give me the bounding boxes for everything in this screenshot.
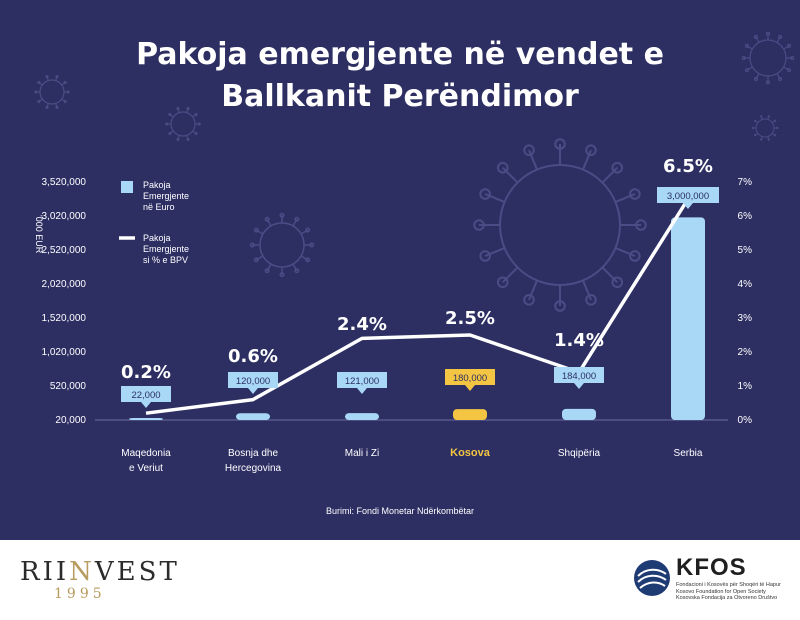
riinvest-logo-text-a: RII	[20, 557, 70, 587]
percent-label: 0.6%	[228, 346, 278, 367]
y-tick-left: 3,020,000	[42, 211, 87, 222]
legend-label-line: Pakoja	[143, 233, 171, 243]
kfos-logo-text: KFOS	[676, 554, 747, 581]
chart-title: Pakoja emergjente në vendet e Ballkanit …	[0, 34, 800, 118]
legend-label-bar: Pakoja	[143, 180, 171, 190]
y-tick-right: 2%	[738, 347, 753, 358]
y-tick-right: 6%	[738, 211, 753, 222]
callout-pointer	[683, 203, 693, 209]
y-tick-left: 2,020,000	[42, 279, 87, 290]
value-callout	[445, 369, 495, 385]
x-tick-label: Mali i Zi	[345, 448, 379, 459]
x-tick-label: Maqedonia	[121, 448, 171, 459]
bar	[562, 408, 596, 420]
value-callout	[228, 372, 278, 388]
bar	[236, 413, 270, 420]
riinvest-logo-text-b: N	[69, 557, 95, 587]
percent-label: 2.5%	[445, 308, 495, 329]
bar	[671, 217, 705, 420]
title-line-1: Pakoja emergjente në vendet e	[136, 37, 664, 72]
value-callout	[657, 187, 719, 203]
x-tick-label: e Veriut	[129, 463, 163, 474]
virus-icon	[741, 31, 795, 85]
legend-swatch-bar	[121, 181, 133, 193]
chart-svg: '000 EUR 20,000 520,000 1,020,000 1,520,000 2…	[34, 156, 753, 516]
bar-value-label: 180,000	[453, 373, 487, 384]
virus-decoration	[34, 31, 795, 312]
x-tick-label: Shqipëria	[558, 448, 601, 459]
percent-label: 6.5%	[663, 156, 713, 177]
virus-icon	[165, 107, 201, 141]
bar-value-label: 22,000	[131, 390, 160, 401]
y-tick-left: 20,000	[55, 415, 86, 426]
y-tick-right: 0%	[738, 415, 753, 426]
legend-label-line: Emergjente	[143, 244, 189, 254]
chart-panel: Pakoja emergjente në vendet e Ballkanit …	[0, 0, 800, 540]
virus-icon	[473, 138, 647, 312]
callout-pointer	[248, 388, 258, 394]
y-tick-right: 7%	[738, 177, 753, 188]
bar	[345, 413, 379, 420]
value-callout	[337, 372, 387, 388]
series-line	[145, 198, 690, 415]
callout-pointer	[574, 383, 584, 389]
y-tick-right: 5%	[738, 245, 753, 256]
bar-value-label: 184,000	[562, 371, 596, 382]
value-callout	[121, 386, 171, 402]
y-tick-left: 2,520,000	[42, 245, 87, 256]
virus-icon	[249, 212, 315, 278]
y-tick-left: 1,020,000	[42, 347, 87, 358]
x-tick-label: Bosnja dhe	[228, 448, 278, 459]
bar-value-label: 3,000,000	[667, 191, 709, 202]
x-tick-label: Serbia	[674, 448, 703, 459]
riinvest-logo: RIINVEST 1995	[20, 558, 180, 602]
y-tick-left: 3,520,000	[42, 177, 87, 188]
percent-label: 1.4%	[554, 330, 604, 351]
title-line-2: Ballkanit Perëndimor	[221, 79, 579, 114]
legend-label-bar: Emergjente	[143, 191, 189, 201]
bar-value-label: 121,000	[345, 376, 379, 387]
callout-pointer	[465, 385, 475, 391]
riinvest-logo-text-c: VEST	[94, 557, 180, 587]
kfos-logo-subtitle: Fondacioni i Kosovës për Shoqëri të Hapu…	[676, 582, 781, 601]
kfos-logo: KFOS Fondacioni i Kosovës për Shoqëri të…	[632, 552, 782, 612]
bar	[453, 409, 487, 420]
kfos-globe-icon	[634, 560, 670, 596]
legend-label-line: si % e BPV	[143, 255, 188, 265]
y-axis-label: '000 EUR	[34, 215, 44, 254]
virus-icon	[751, 115, 779, 141]
footer: RIINVEST 1995 KFOS Fondacioni i Kosovës …	[0, 540, 800, 620]
percent-label: 2.4%	[337, 314, 387, 335]
bar-value-label: 120,000	[236, 376, 270, 387]
callout-pointer	[141, 402, 151, 408]
y-tick-left: 1,520,000	[42, 313, 87, 324]
source-note: Burimi: Fondi Monetar Ndërkombëtar	[326, 506, 474, 516]
y-tick-right: 4%	[738, 279, 753, 290]
riinvest-logo-year: 1995	[54, 586, 106, 602]
percent-label: 0.2%	[121, 362, 171, 383]
x-tick-label: Hercegovina	[225, 463, 282, 474]
callout-pointer	[357, 388, 367, 394]
bar	[129, 418, 163, 420]
legend-label-bar: në Euro	[143, 202, 175, 212]
y-tick-right: 3%	[738, 313, 753, 324]
virus-icon	[34, 75, 70, 109]
value-callout	[554, 367, 604, 383]
y-tick-left: 520,000	[50, 381, 87, 392]
x-tick-label: Kosova	[450, 447, 491, 459]
y-tick-right: 1%	[738, 381, 753, 392]
